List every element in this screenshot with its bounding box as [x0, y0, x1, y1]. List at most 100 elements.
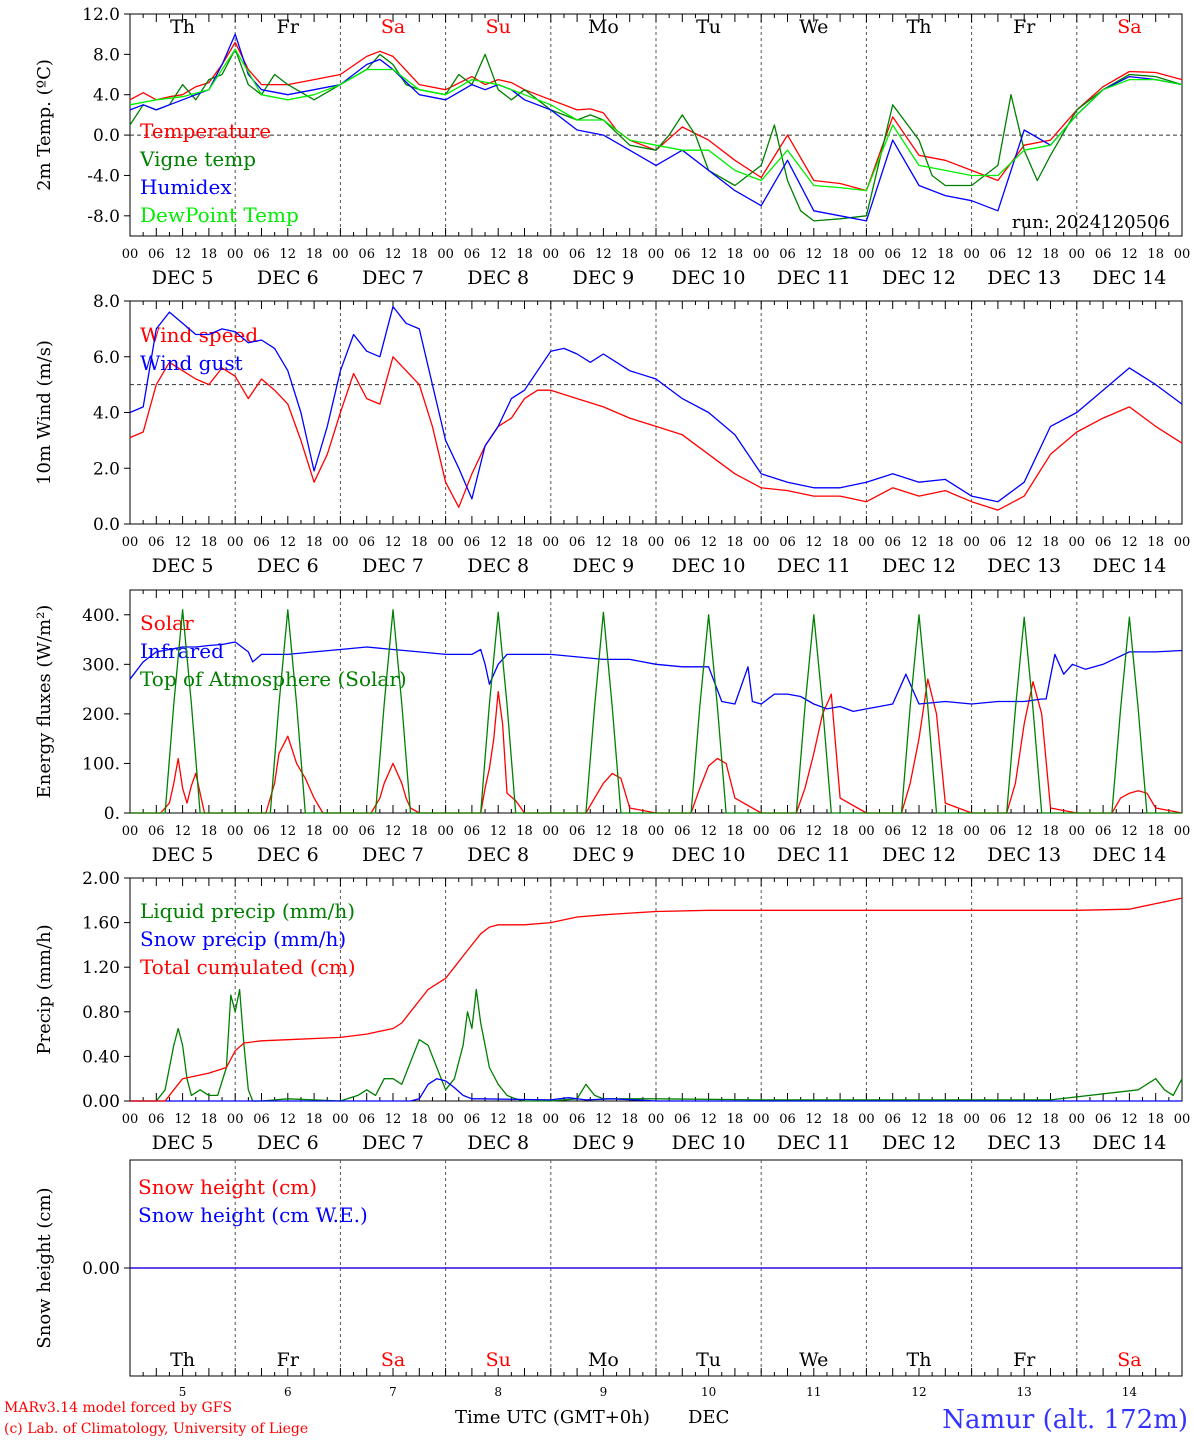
x-hour-label: 12 [1121, 824, 1138, 839]
x-hour-label: 12 [385, 1112, 402, 1127]
x-hour-label: 06 [990, 824, 1007, 839]
x-hour-label: 12 [280, 1112, 297, 1127]
x-date-label: DEC 7 [362, 1132, 424, 1154]
x-date-label: DEC 14 [1092, 555, 1166, 577]
x-hour-label: 06 [1095, 247, 1112, 262]
x-hour-label: 06 [464, 1112, 481, 1127]
panel-4: 0.00 0.40 0.80 1.20 1.60 2.00 Precip (mm/h) 00 0… [34, 869, 1190, 1154]
x-hour-label: 00 [1069, 247, 1086, 262]
x-hour-label: 06 [569, 535, 586, 550]
day-number-label: 14 [1122, 1385, 1138, 1399]
x-hour-label: 00 [332, 824, 349, 839]
y-axis-label: 10m Wind (m/s) [34, 340, 55, 485]
x-date-label: DEC 9 [573, 844, 635, 866]
x-date-label: DEC 12 [882, 267, 956, 289]
x-hour-label: 06 [990, 247, 1007, 262]
x-hour-label: 00 [543, 247, 560, 262]
x-hour-label: 12 [280, 824, 297, 839]
series-line-infrared [129, 641, 1183, 713]
x-hour-label: 00 [437, 1112, 454, 1127]
y-tick-label: 300. [82, 655, 120, 675]
x-hour-label: 18 [201, 824, 218, 839]
x-hour-label: 00 [227, 535, 244, 550]
x-date-label: DEC 10 [672, 555, 746, 577]
day-number-label: 11 [806, 1385, 821, 1399]
legend-entry: Top of Atmosphere (Solar) [140, 667, 407, 691]
x-hour-label: 18 [727, 1112, 744, 1127]
y-tick-label: 0.00 [82, 1259, 120, 1279]
x-date-label: DEC 10 [672, 844, 746, 866]
x-date-label: DEC 8 [467, 267, 529, 289]
x-hour-label: 00 [753, 824, 770, 839]
x-hour-label: 18 [832, 824, 849, 839]
x-hour-label: 00 [437, 824, 454, 839]
x-date-label: DEC 10 [672, 267, 746, 289]
x-hour-label: 00 [227, 1112, 244, 1127]
legend-entry: Temperature [140, 119, 271, 143]
x-hour-label: 06 [884, 1112, 901, 1127]
x-hour-label: 00 [963, 247, 980, 262]
day-number-label: 6 [284, 1385, 292, 1399]
series-line-humidex [129, 33, 1183, 222]
y-axis-label: Snow height (cm) [34, 1187, 55, 1348]
series-line-snow-precip-mm-h [130, 1078, 1182, 1102]
panel-5: 0.00 Snow height (cm) Th Fr Sa Su Mo Tu We Th Fr Sa… [34, 1159, 1183, 1399]
x-hour-label: 12 [174, 824, 191, 839]
x-hour-label: 00 [227, 824, 244, 839]
x-date-label: DEC 7 [362, 267, 424, 289]
x-hour-label: 00 [648, 824, 665, 839]
x-hour-label: 12 [385, 247, 402, 262]
x-hour-label: 00 [753, 1112, 770, 1127]
x-hour-label: 00 [1174, 1112, 1191, 1127]
x-hour-label: 00 [858, 247, 875, 262]
x-date-label: DEC 11 [777, 555, 851, 577]
day-name-label: Th [170, 1349, 195, 1371]
x-hour-label: 06 [253, 1112, 270, 1127]
x-hour-label: 12 [700, 247, 717, 262]
x-hour-label: 18 [1147, 1112, 1164, 1127]
x-hour-label: 06 [569, 1112, 586, 1127]
x-hour-label: 00 [1069, 535, 1086, 550]
x-hour-label: 06 [884, 535, 901, 550]
day-name-label: Tu [696, 1349, 721, 1371]
x-hour-label: 18 [516, 535, 533, 550]
x-hour-label: 00 [1069, 824, 1086, 839]
day-name-label: We [799, 16, 828, 38]
x-hour-label: 12 [385, 535, 402, 550]
x-date-label: DEC 5 [152, 1132, 214, 1154]
x-hour-label: 00 [648, 247, 665, 262]
x-hour-label: 18 [516, 824, 533, 839]
day-name-label: Fr [1013, 16, 1036, 38]
day-name-label: Th [170, 16, 195, 38]
y-tick-label: -8.0 [87, 207, 120, 227]
legend-entry: Humidex [140, 175, 232, 199]
x-hour-label: 06 [1095, 824, 1112, 839]
day-name-label: We [799, 1349, 828, 1371]
x-hour-label: 06 [253, 535, 270, 550]
y-tick-label: -4.0 [87, 166, 120, 186]
x-hour-label: 06 [569, 247, 586, 262]
location-label: Namur (alt. 172m) [942, 1405, 1188, 1435]
x-hour-label: 06 [358, 1112, 375, 1127]
x-date-label: DEC 9 [573, 1132, 635, 1154]
x-date-label: DEC 8 [467, 844, 529, 866]
day-name-label: Fr [1013, 1349, 1036, 1371]
x-hour-label: 06 [148, 824, 165, 839]
y-tick-label: 4.0 [93, 404, 120, 424]
x-hour-label: 12 [806, 1112, 823, 1127]
y-tick-label: 0.40 [82, 1047, 120, 1067]
x-hour-label: 18 [411, 1112, 428, 1127]
y-axis-label: Energy fluxes (W/m²) [34, 605, 55, 799]
x-hour-label: 18 [411, 247, 428, 262]
x-hour-label: 06 [674, 535, 691, 550]
x-hour-label: 12 [700, 824, 717, 839]
x-hour-label: 12 [595, 535, 612, 550]
series-line-temperature [129, 41, 1183, 192]
panel-1: -8.0 -4.0 0.0 4.0 8.0 12.0 2m Temp. (ºC) 00 06 12… [34, 5, 1190, 289]
x-hour-label: 18 [201, 535, 218, 550]
x-hour-label: 12 [806, 535, 823, 550]
day-number-label: 8 [494, 1385, 502, 1399]
x-date-label: DEC 14 [1092, 1132, 1166, 1154]
day-number-label: 13 [1017, 1385, 1032, 1399]
